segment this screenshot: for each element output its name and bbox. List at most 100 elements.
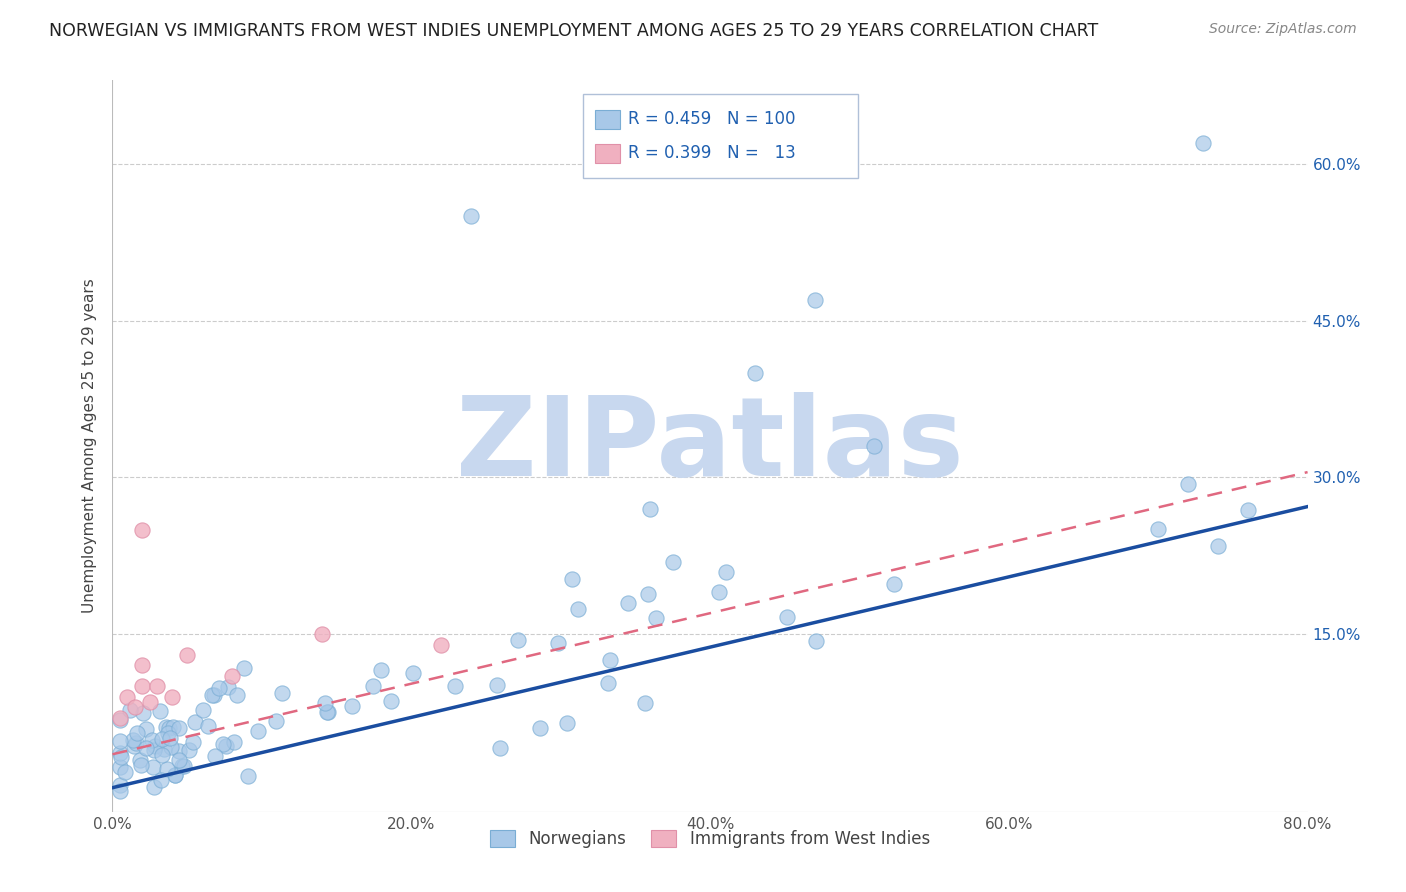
Point <box>163 768 186 782</box>
Point <box>108 784 131 798</box>
Point <box>488 740 510 755</box>
Point <box>122 739 145 753</box>
Point <box>316 705 339 719</box>
Point <box>380 694 402 708</box>
Point <box>124 700 146 714</box>
Point <box>215 739 238 754</box>
Point <box>108 734 131 748</box>
Point <box>617 596 640 610</box>
Point <box>547 635 569 649</box>
Point <box>806 633 828 648</box>
Point <box>125 726 148 740</box>
Point <box>1147 522 1170 536</box>
Point <box>177 743 200 757</box>
Point <box>114 764 136 779</box>
Point <box>221 669 243 683</box>
Point <box>150 732 173 747</box>
Point <box>744 366 766 380</box>
Point <box>634 696 657 710</box>
Point <box>162 720 184 734</box>
Point <box>167 753 190 767</box>
Point <box>142 760 165 774</box>
Point <box>108 778 131 792</box>
Point <box>212 737 235 751</box>
Point <box>129 754 152 768</box>
Point <box>145 739 167 753</box>
Point <box>122 733 145 747</box>
Point <box>153 742 176 756</box>
Point <box>139 695 162 709</box>
Point <box>142 780 165 794</box>
Point <box>232 661 254 675</box>
Point <box>485 678 508 692</box>
Point <box>1237 503 1260 517</box>
Point <box>561 572 583 586</box>
Point <box>108 711 131 725</box>
Point <box>155 762 177 776</box>
Point <box>155 720 177 734</box>
Point <box>555 715 578 730</box>
Point <box>157 721 180 735</box>
Point <box>132 706 155 720</box>
Point <box>1206 540 1229 554</box>
Point <box>637 587 659 601</box>
Point <box>163 768 186 782</box>
Text: R = 0.459   N = 100: R = 0.459 N = 100 <box>628 110 796 128</box>
Point <box>596 676 619 690</box>
Point <box>529 721 551 735</box>
Point <box>311 627 333 641</box>
Point <box>270 686 292 700</box>
Point <box>131 679 153 693</box>
Point <box>117 690 139 704</box>
Point <box>238 769 260 783</box>
Point <box>662 555 685 569</box>
Point <box>370 663 392 677</box>
Point <box>1192 136 1215 150</box>
Point <box>200 688 222 702</box>
Point <box>159 731 181 745</box>
Point <box>167 744 190 758</box>
Text: NORWEGIAN VS IMMIGRANTS FROM WEST INDIES UNEMPLOYMENT AMONG AGES 25 TO 29 YEARS : NORWEGIAN VS IMMIGRANTS FROM WEST INDIES… <box>49 22 1098 40</box>
Point <box>709 585 731 599</box>
Point <box>149 704 172 718</box>
Legend: Norwegians, Immigrants from West Indies: Norwegians, Immigrants from West Indies <box>484 823 936 855</box>
Point <box>714 565 737 579</box>
Point <box>120 703 142 717</box>
Point <box>131 523 153 537</box>
Text: ZIPatlas: ZIPatlas <box>456 392 965 500</box>
Point <box>247 724 270 739</box>
Text: Source: ZipAtlas.com: Source: ZipAtlas.com <box>1209 22 1357 37</box>
Point <box>204 749 226 764</box>
Point <box>143 742 166 756</box>
Point <box>316 706 339 720</box>
Point <box>402 666 425 681</box>
Point <box>217 680 239 694</box>
Point <box>176 648 198 662</box>
Point <box>644 611 666 625</box>
Point <box>184 715 207 730</box>
Point <box>110 749 132 764</box>
Point <box>135 722 157 736</box>
Point <box>108 713 131 727</box>
Point <box>264 714 287 728</box>
Point <box>197 719 219 733</box>
Point <box>159 740 181 755</box>
Point <box>173 759 195 773</box>
Point <box>863 439 886 453</box>
Point <box>108 746 131 760</box>
Point <box>443 679 465 693</box>
Point <box>222 735 245 749</box>
Point <box>156 726 179 740</box>
Point <box>141 733 163 747</box>
Point <box>202 689 225 703</box>
Point <box>208 681 231 695</box>
Point <box>883 577 905 591</box>
Point <box>599 653 621 667</box>
Point <box>776 609 799 624</box>
Point <box>146 679 169 693</box>
Y-axis label: Unemployment Among Ages 25 to 29 years: Unemployment Among Ages 25 to 29 years <box>82 278 97 614</box>
Point <box>170 758 193 772</box>
Point <box>314 697 336 711</box>
Point <box>803 293 825 307</box>
Point <box>430 638 453 652</box>
